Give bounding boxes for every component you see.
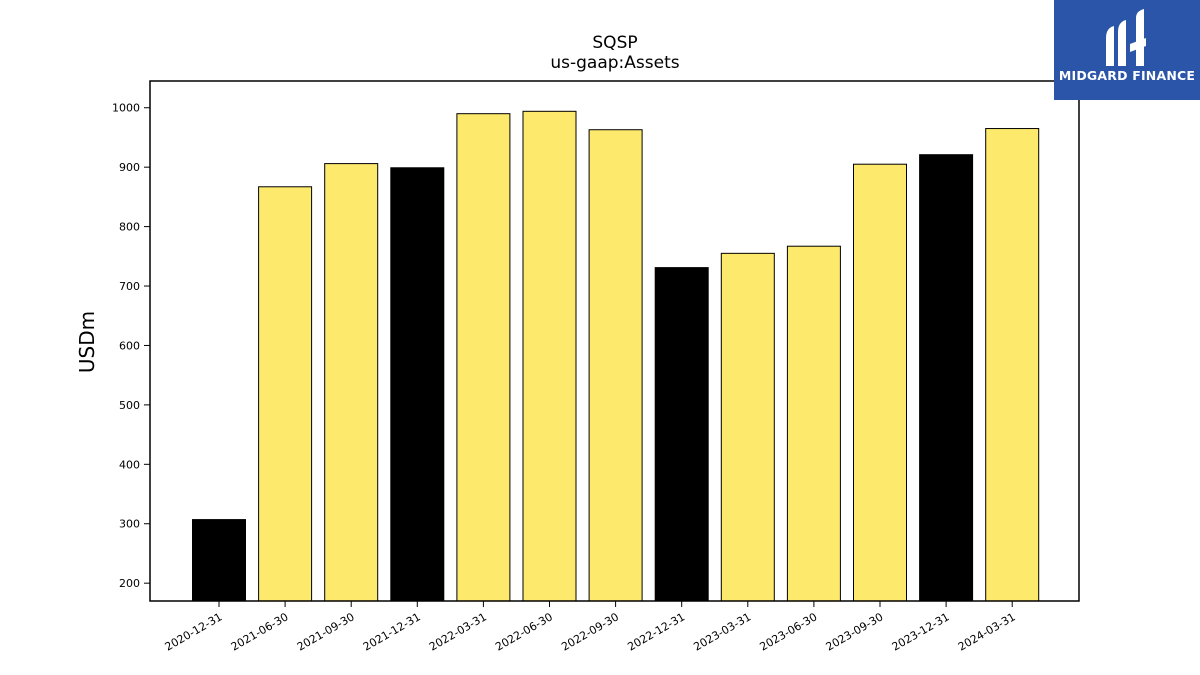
y-axis-ticks: 200 300 400 500 600 700 800 900 1000 xyxy=(112,102,150,590)
bars-group xyxy=(192,110,1040,602)
bar-2022-09-30 xyxy=(588,129,643,602)
x-tick-label: 2023-06-30 xyxy=(758,610,820,653)
midgard-finance-logo: MIDGARD FINANCE xyxy=(1054,0,1200,100)
logo-text: MIDGARD FINANCE xyxy=(1058,68,1196,83)
x-tick-label: 2023-09-30 xyxy=(824,610,886,653)
chart-subtitle: us-gaap:Assets xyxy=(550,53,679,73)
x-tick-label: 2020-12-31 xyxy=(163,610,225,653)
midgard-logo-icon xyxy=(1106,9,1146,66)
y-tick-label: 700 xyxy=(119,280,140,293)
y-tick-label: 200 xyxy=(119,577,140,590)
y-tick-label: 800 xyxy=(119,221,140,234)
x-tick-label: 2022-03-31 xyxy=(427,610,489,653)
plot-frame xyxy=(149,80,1080,602)
x-tick-label: 2022-12-31 xyxy=(625,610,687,653)
x-tick-label: 2023-12-31 xyxy=(890,610,952,653)
bar-2021-12-31 xyxy=(390,167,445,602)
bar-2022-06-30 xyxy=(522,110,577,602)
bar-2024-03-31 xyxy=(985,128,1040,602)
y-tick-label: 900 xyxy=(119,161,140,174)
bar-2021-09-30 xyxy=(324,163,379,602)
x-tick-label: 2021-09-30 xyxy=(295,610,357,653)
bar-2023-12-31 xyxy=(919,154,974,602)
bar-2022-12-31 xyxy=(654,267,709,602)
x-tick-label: 2024-03-31 xyxy=(956,610,1018,653)
x-axis-ticks: 2020-12-31 2021-06-30 2021-09-30 2021-12-31… xyxy=(163,601,1018,654)
y-tick-label: 300 xyxy=(119,518,140,531)
y-tick-label: 500 xyxy=(119,399,140,412)
bar-2023-03-31 xyxy=(720,252,775,602)
x-tick-label: 2022-09-30 xyxy=(559,610,621,653)
y-tick-label: 600 xyxy=(119,339,140,352)
bar-2023-09-30 xyxy=(853,163,907,602)
x-tick-label: 2021-12-31 xyxy=(361,610,423,653)
bar-2020-12-31 xyxy=(192,519,246,602)
y-tick-label: 1000 xyxy=(112,102,140,115)
bar-2021-06-30 xyxy=(258,186,313,602)
y-axis-label: USDm xyxy=(75,311,99,373)
chart-title: SQSP xyxy=(592,33,637,53)
x-tick-label: 2022-06-30 xyxy=(493,610,555,653)
y-tick-label: 400 xyxy=(119,458,140,471)
bar-2023-06-30 xyxy=(786,245,841,602)
bar-2022-03-31 xyxy=(456,113,511,602)
x-tick-label: 2023-03-31 xyxy=(691,610,753,653)
x-tick-label: 2021-06-30 xyxy=(229,610,291,653)
